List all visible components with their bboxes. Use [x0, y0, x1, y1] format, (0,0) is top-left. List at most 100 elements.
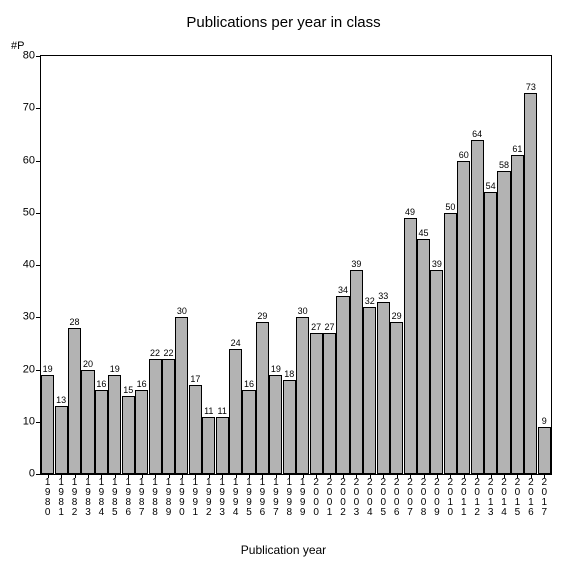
- x-axis-title: Publication year: [0, 543, 567, 557]
- bar-value-label: 27: [325, 323, 335, 334]
- bar: 13: [55, 406, 68, 474]
- x-tick-label: 1987: [137, 474, 147, 518]
- x-tick-label: 1984: [96, 474, 106, 518]
- x-tick-label: 1998: [284, 474, 294, 518]
- bar-value-label: 16: [96, 380, 106, 391]
- bar: 20: [81, 370, 94, 475]
- x-tick-label: 2007: [405, 474, 415, 518]
- bar: 60: [457, 161, 470, 475]
- x-tick-label: 1981: [56, 474, 66, 518]
- x-tick-label: 1997: [271, 474, 281, 518]
- x-tick-label: 2016: [526, 474, 536, 518]
- bar-value-label: 61: [512, 145, 522, 156]
- bar-value-label: 27: [311, 323, 321, 334]
- x-tick-label: 2015: [512, 474, 522, 518]
- chart-title: Publications per year in class: [0, 14, 567, 31]
- bar: 24: [229, 349, 242, 474]
- bar-value-label: 29: [392, 312, 402, 323]
- x-tick-label: 2006: [392, 474, 402, 518]
- bar: 19: [269, 375, 282, 474]
- x-tick-label: 2001: [325, 474, 335, 518]
- y-tick-mark: [36, 474, 41, 475]
- bar-value-label: 11: [204, 407, 213, 418]
- bar: 54: [484, 192, 497, 474]
- bar: 39: [350, 270, 363, 474]
- x-tick-label: 1989: [164, 474, 174, 518]
- bar: 27: [310, 333, 323, 474]
- bar: 17: [189, 385, 202, 474]
- y-tick-mark: [36, 265, 41, 266]
- y-tick-mark: [36, 56, 41, 57]
- bar-value-label: 22: [163, 349, 173, 360]
- bar: 61: [511, 155, 524, 474]
- bar: 73: [524, 93, 537, 474]
- bar-value-label: 16: [244, 380, 254, 391]
- plot-area: 1913282016191516222230171111241629191830…: [40, 55, 552, 475]
- bar: 11: [202, 417, 215, 474]
- y-tick-mark: [36, 317, 41, 318]
- bar: 32: [363, 307, 376, 474]
- bar-value-label: 64: [472, 130, 482, 141]
- bar: 29: [390, 322, 403, 474]
- bar: 30: [175, 317, 188, 474]
- x-tick-label: 1985: [110, 474, 120, 518]
- x-tick-label: 1996: [257, 474, 267, 518]
- bar-value-label: 17: [190, 375, 200, 386]
- x-tick-label: 1992: [204, 474, 214, 518]
- bar: 22: [162, 359, 175, 474]
- bar: 18: [283, 380, 296, 474]
- bar: 50: [444, 213, 457, 474]
- bar-value-label: 32: [365, 297, 375, 308]
- bar-value-label: 45: [418, 229, 428, 240]
- x-tick-label: 2003: [351, 474, 361, 518]
- bar-value-label: 33: [378, 292, 388, 303]
- x-tick-label: 1991: [190, 474, 200, 518]
- bars-wrap: 1913282016191516222230171111241629191830…: [41, 56, 551, 474]
- bar-value-label: 11: [217, 407, 226, 418]
- bar-value-label: 54: [486, 182, 496, 193]
- bar-value-label: 15: [123, 386, 133, 397]
- bar-value-label: 24: [231, 339, 241, 350]
- x-tick-label: 2008: [419, 474, 429, 518]
- x-tick-label: 2005: [378, 474, 388, 518]
- x-tick-label: 2014: [499, 474, 509, 518]
- x-tick-label: 1993: [217, 474, 227, 518]
- x-tick-label: 2009: [432, 474, 442, 518]
- x-tick-label: 1990: [177, 474, 187, 518]
- bar: 22: [149, 359, 162, 474]
- chart-container: Publications per year in class #P 191328…: [0, 0, 567, 567]
- bar-value-label: 19: [43, 365, 53, 376]
- x-tick-label: 2004: [365, 474, 375, 518]
- bar-value-label: 22: [150, 349, 160, 360]
- x-tick-label: 1995: [244, 474, 254, 518]
- bar-value-label: 30: [298, 307, 308, 318]
- bar: 58: [497, 171, 510, 474]
- y-tick-mark: [36, 108, 41, 109]
- y-tick-mark: [36, 161, 41, 162]
- y-tick-mark: [36, 370, 41, 371]
- x-tick-label: 1982: [70, 474, 80, 518]
- bar: 30: [296, 317, 309, 474]
- bar-value-label: 39: [432, 260, 442, 271]
- y-tick-mark: [36, 213, 41, 214]
- bar: 16: [242, 390, 255, 474]
- bar-value-label: 39: [351, 260, 361, 271]
- bar: 45: [417, 239, 430, 474]
- bar: 34: [336, 296, 349, 474]
- bar: 27: [323, 333, 336, 474]
- bar: 64: [471, 140, 484, 474]
- bar-value-label: 34: [338, 286, 348, 297]
- x-tick-label: 1983: [83, 474, 93, 518]
- x-tick-label: 2010: [445, 474, 455, 518]
- x-tick-label: 1994: [231, 474, 241, 518]
- x-tick-label: 2002: [338, 474, 348, 518]
- x-tick-label: 2012: [472, 474, 482, 518]
- bar: 33: [377, 302, 390, 474]
- x-tick-label: 1999: [298, 474, 308, 518]
- bar-value-label: 16: [137, 380, 147, 391]
- bar: 29: [256, 322, 269, 474]
- x-tick-label: 1988: [150, 474, 160, 518]
- bar-value-label: 9: [542, 417, 547, 428]
- bar: 28: [68, 328, 81, 474]
- x-tick-label: 1980: [43, 474, 53, 518]
